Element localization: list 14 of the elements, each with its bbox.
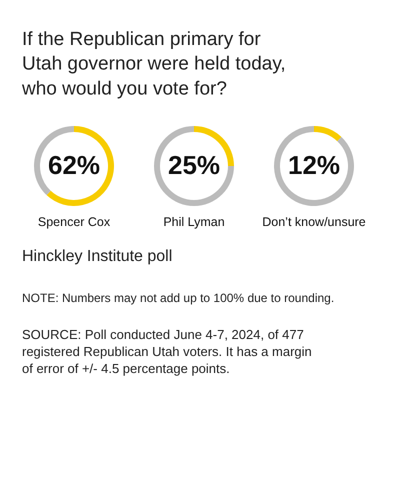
data-label: 25% [168, 150, 220, 180]
text: Hinckley Institute poll [22, 248, 172, 265]
text: Don’t know/unsure [262, 215, 366, 229]
text: Phil Lyman [163, 215, 225, 229]
text: If the Republican primary for Utah governor were held today, who would you vote for? [21, 29, 286, 100]
donut-slice [274, 126, 354, 206]
data-label: 62% [48, 150, 100, 180]
donut-slice [46, 126, 114, 206]
text: NOTE: Numbers may not add up to 100% due to rounding. [22, 291, 334, 305]
donut-slice [314, 126, 342, 142]
source-note: SOURCE: Poll conducted June 4-7, 2024, of 477 registered Republican Utah voters. It has a margin of error of +/- 4.5 percentage points. [22, 327, 312, 376]
data-label: 12% [288, 150, 340, 180]
donut-slice [154, 126, 234, 206]
text: Spencer Cox [38, 215, 111, 229]
